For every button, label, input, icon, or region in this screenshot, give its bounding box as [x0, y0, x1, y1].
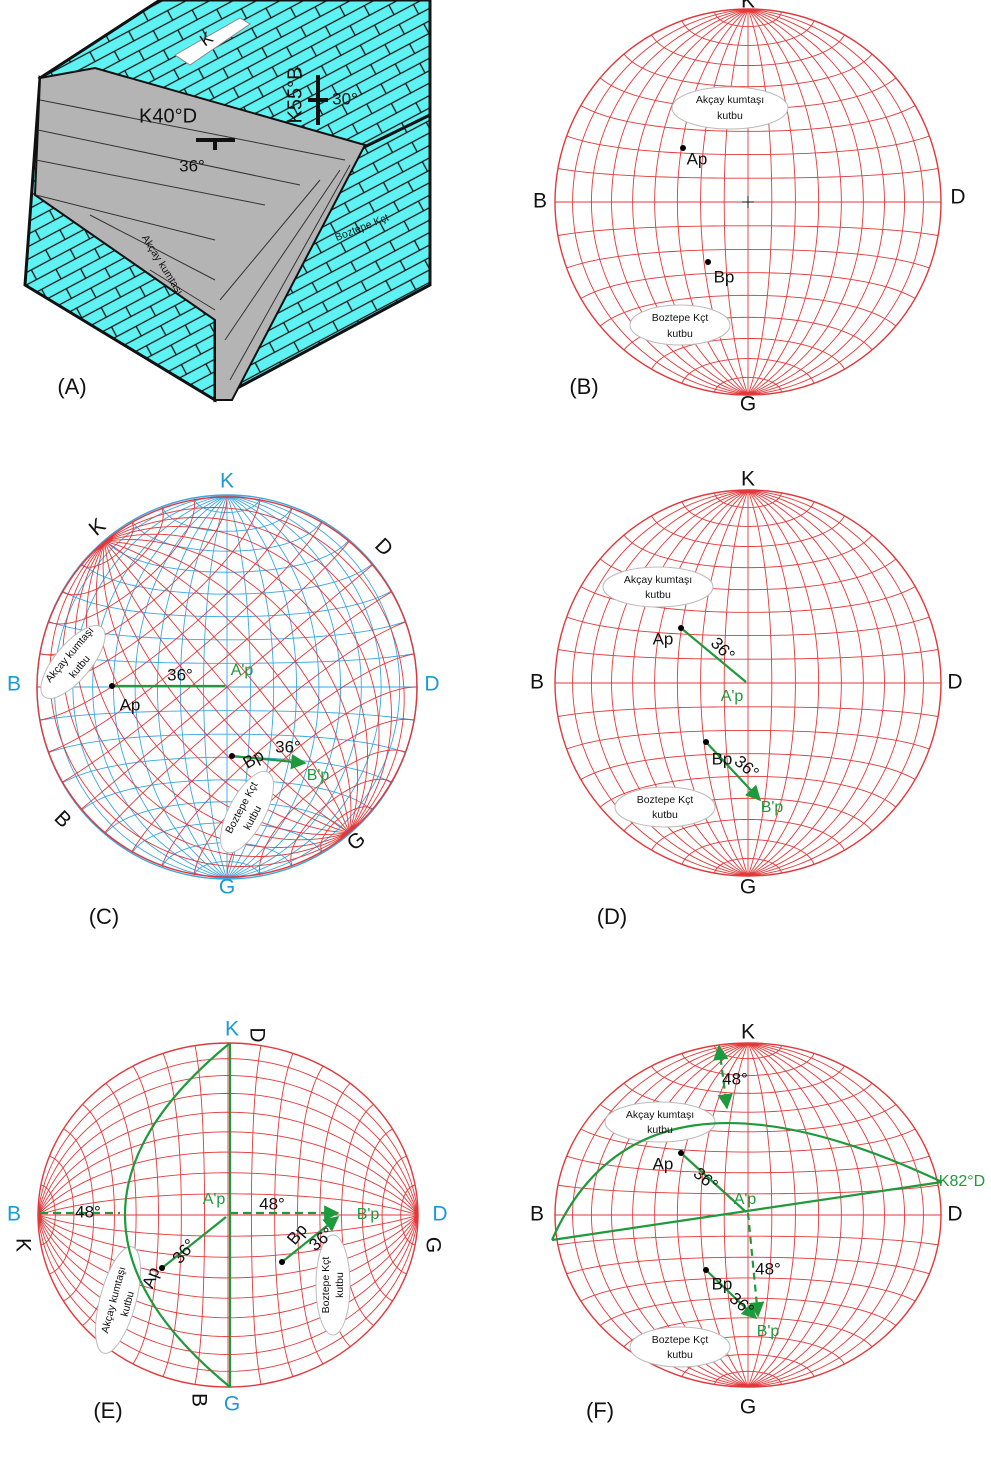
pole-a-rotated-label: A'p: [203, 1191, 226, 1208]
pole-b-rotated-label: B'p: [761, 799, 784, 816]
center-cross: [742, 196, 754, 208]
north-label: K: [741, 1021, 755, 1044]
caption-label: (B): [569, 374, 598, 399]
angle-b-label: 36°: [275, 737, 301, 756]
angle-top-label: 48°: [722, 1069, 748, 1088]
south-label: G: [224, 1393, 240, 1416]
pole-a-label: Ap: [653, 629, 674, 648]
pole-b-label: Bp: [714, 267, 735, 286]
west-label: B: [7, 673, 21, 696]
pole-dot: [109, 683, 115, 689]
east-label: D: [947, 1203, 962, 1226]
east-label: D: [432, 1203, 447, 1226]
pole-a-note-label: Akçay kumtaşı: [624, 574, 692, 586]
east-label: D: [424, 673, 439, 696]
south-label: G: [740, 876, 756, 899]
pole-b-label: Bp: [712, 749, 733, 768]
pole-dot: [703, 1267, 709, 1273]
caption-label: (D): [597, 904, 628, 929]
angle-a-label: 36°: [167, 665, 193, 684]
lower-strike-label: K40°D: [139, 105, 197, 127]
pole-dot: [705, 259, 711, 265]
west-label: B: [530, 671, 544, 694]
pole-dot: [678, 1150, 684, 1156]
pole-b-note-label: kutbu: [667, 328, 693, 340]
angle-a-label: 36°: [690, 1164, 722, 1195]
rotated-south-label: G: [421, 1237, 444, 1253]
pole-b-note-label: kutbu: [334, 1272, 346, 1298]
plane-label: K82°D: [939, 1173, 985, 1190]
pole-dot: [229, 753, 235, 759]
east-label: D: [950, 186, 965, 209]
pole-dot: [678, 625, 684, 631]
pole-a-note-label: kutbu: [647, 1124, 673, 1136]
block-diagram: [25, 0, 430, 400]
pole-b-label: Bp: [240, 746, 268, 773]
pole-b-note-label: kutbu: [652, 809, 678, 821]
east-label: D: [947, 671, 962, 694]
west-label: B: [7, 1203, 21, 1226]
pole-dot: [680, 145, 686, 151]
pole-b-note-label: Boztepe Kçt: [652, 312, 709, 324]
north-label: K: [741, 468, 755, 491]
pole-a-label: Ap: [653, 1154, 674, 1173]
angle-a-label: 36°: [707, 633, 739, 665]
north-label: K: [741, 0, 755, 13]
caption-label: (C): [89, 904, 120, 929]
caption-label: (E): [93, 1398, 122, 1423]
pole-a-rotated-label: A'p: [231, 662, 254, 679]
pole-b-label: Bp: [283, 1220, 311, 1248]
rotated-north-label: K: [11, 1238, 34, 1252]
angle-bottom-label: 48°: [755, 1259, 781, 1278]
north-label: K: [220, 470, 234, 493]
caption-label: (A): [57, 374, 86, 399]
rotated-west-label: B: [187, 1393, 210, 1407]
west-label: B: [533, 190, 547, 213]
pole-a-note-label: kutbu: [645, 589, 671, 601]
rotated-east-label: D: [245, 1027, 268, 1042]
angle-east-label: 48°: [259, 1194, 285, 1213]
upper-strike-label: K55°B: [284, 67, 306, 124]
pole-b-note-label: Boztepe Kçt: [637, 794, 694, 806]
south-label: G: [740, 393, 756, 416]
pole-b-label: Bp: [712, 1274, 733, 1293]
caption-label: (F): [586, 1398, 614, 1423]
rotated-east-label: D: [370, 534, 397, 561]
pole-a-note-label: Akçay kumtaşı: [626, 1109, 694, 1121]
pole-b-note-label: kutbu: [667, 1349, 693, 1361]
pole-b-rotated-label: B'p: [357, 1206, 380, 1223]
angle-a-label: 36°: [169, 1235, 200, 1267]
north-label: K: [225, 1018, 239, 1041]
south-label: G: [219, 876, 235, 899]
pole-dot: [703, 739, 709, 745]
pole-b-note-label: Boztepe Kçt: [320, 1257, 332, 1314]
pole-a-rotated-label: A'p: [734, 1191, 757, 1208]
rotated-north-label: K: [85, 514, 111, 541]
great-circle-f: [552, 1123, 942, 1240]
figure: K K55°B 30° K40°D 36° Akçay kumtaşı Boztepe Kç…: [0, 0, 991, 1458]
angle-b-label: 36°: [731, 752, 763, 783]
green-constructions: [40, 628, 942, 1387]
pole-a-label: Ap: [687, 149, 708, 168]
pole-a-label: Ap: [120, 695, 141, 714]
pole-b-rotated-label: B'p: [307, 767, 330, 784]
pole-dot: [279, 1259, 285, 1265]
pole-a-note-label: Akçay kumtaşı: [696, 94, 764, 106]
pole-a-note-label: kutbu: [717, 110, 743, 122]
west-label: B: [530, 1203, 544, 1226]
lower-dip-label: 36°: [179, 156, 205, 175]
pole-b-rotated-label: B'p: [757, 1323, 780, 1340]
net: [555, 490, 941, 876]
upper-dip-label: 30°: [332, 89, 358, 108]
south-label: G: [740, 1396, 756, 1419]
rotated-west-label: B: [50, 806, 76, 832]
pole-a-rotated-label: A'p: [721, 688, 744, 705]
pole-b-note-label: Boztepe Kçt: [652, 1334, 709, 1346]
angle-west-label: 48°: [75, 1202, 101, 1221]
